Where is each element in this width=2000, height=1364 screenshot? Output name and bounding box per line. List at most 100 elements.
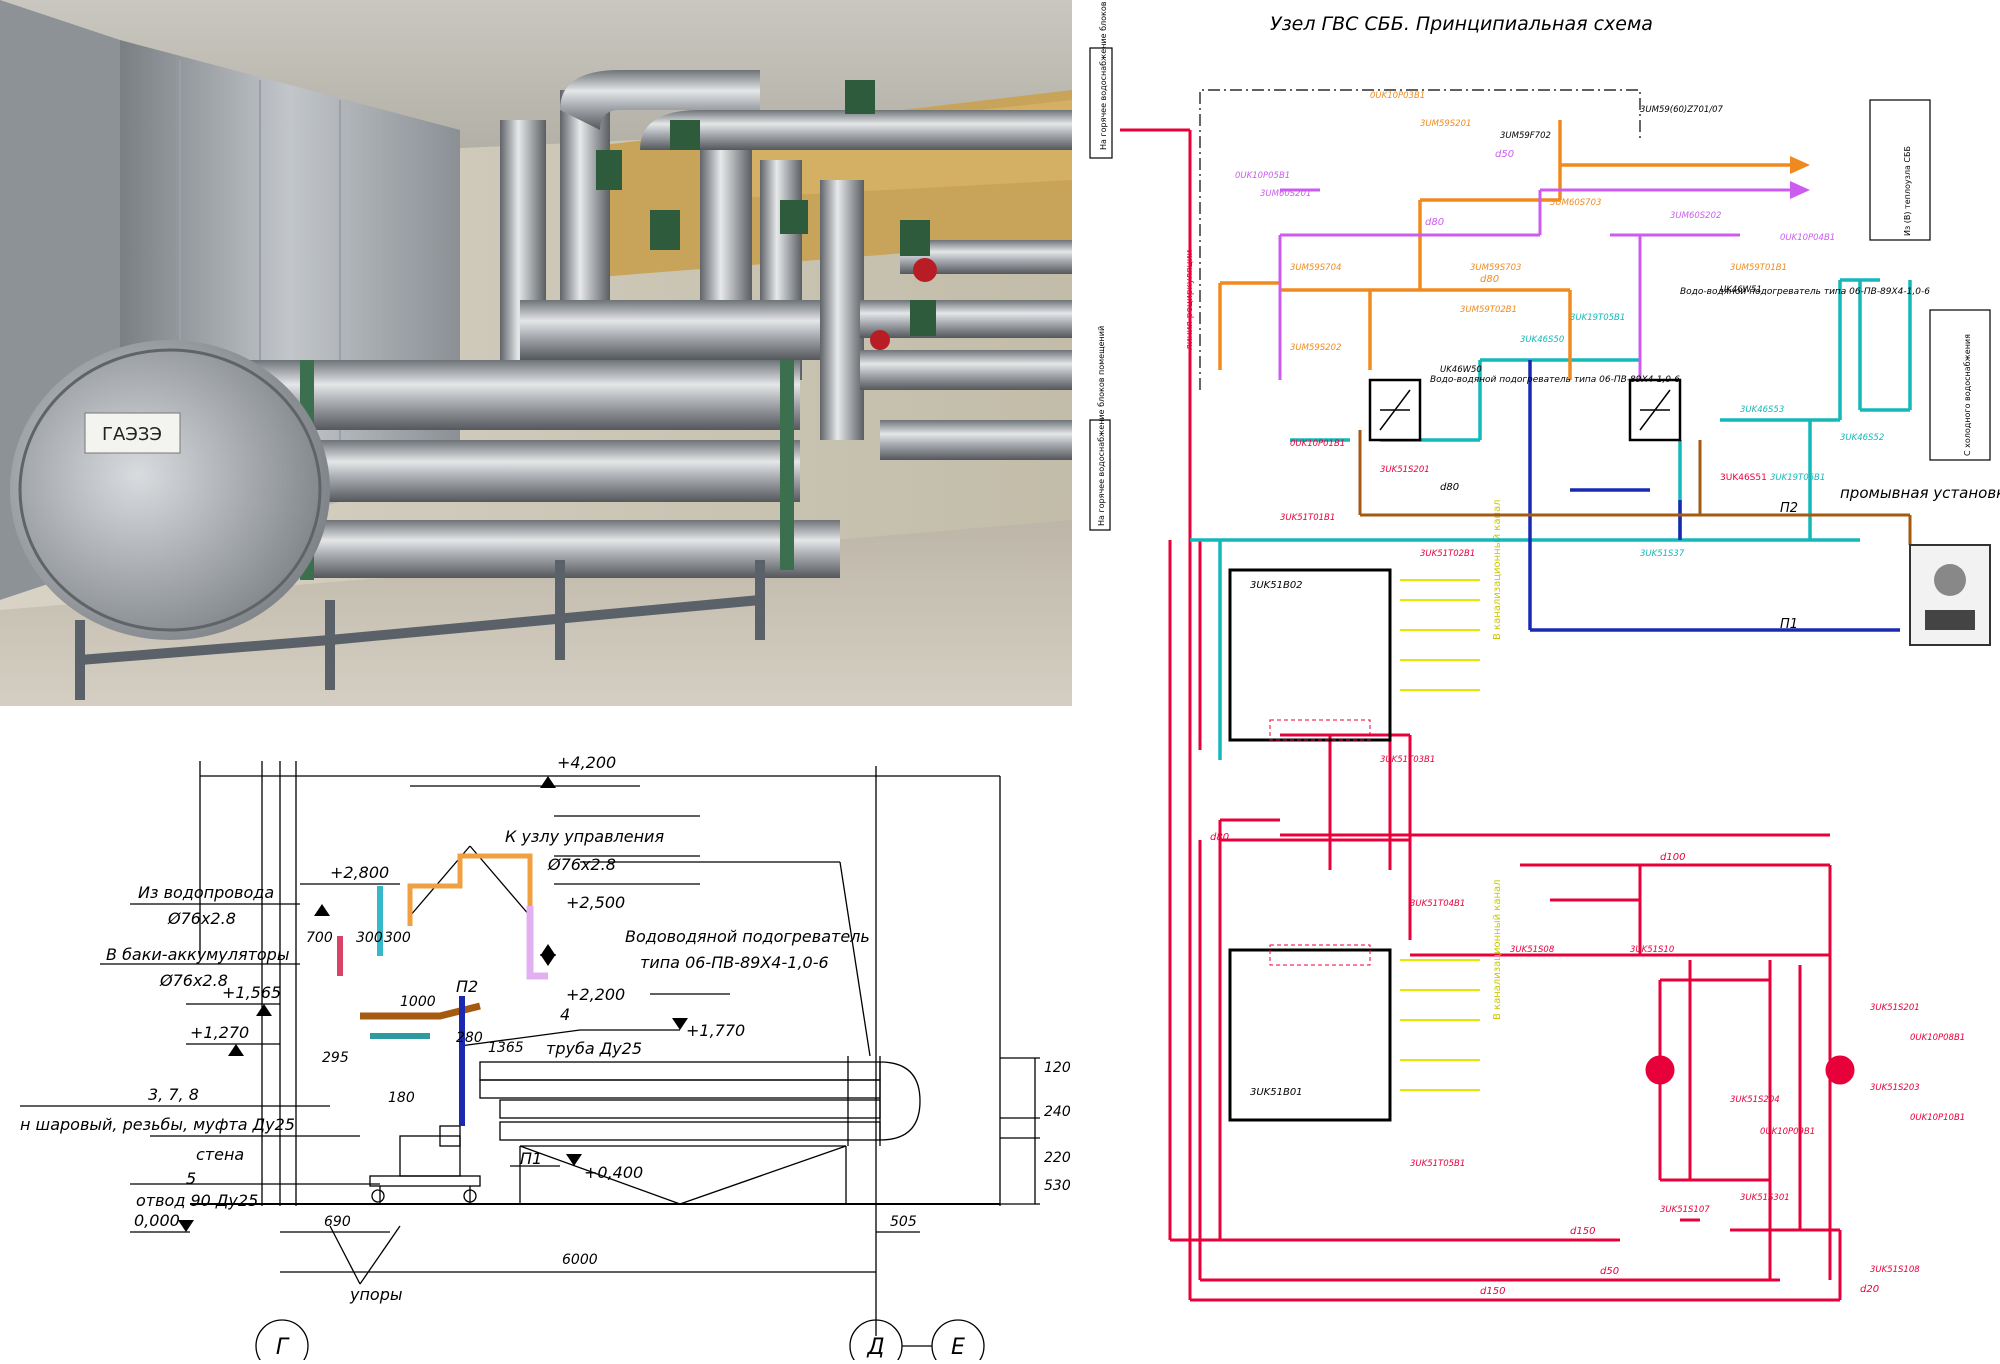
code-59s703: 3UM59S703 (1470, 263, 1521, 273)
boiler-room-photo: ГАЭЗЭ (0, 0, 1072, 706)
code-s08: 3UK51S08 (1510, 945, 1555, 955)
code-p03b1: 0UK10P03B1 (1370, 91, 1425, 101)
dim-690: 690 (324, 1214, 351, 1230)
dia-d80-violet: d80 (1425, 217, 1444, 228)
code-s37: 3UK51S37 (1640, 549, 1685, 559)
to-control-pipe: Ø76х2.8 (547, 855, 616, 874)
dim-1000: 1000 (400, 994, 436, 1010)
code-46s53: 3UK46S53 (1740, 405, 1784, 415)
hot-water-left: На горячее водоснабжение блоков помещени… (1099, 0, 1108, 150)
elev-2500: +2,500 (566, 893, 625, 912)
dia-d50-red: d50 (1600, 1266, 1619, 1277)
dim-6000: 6000 (562, 1252, 598, 1268)
code-t01b1: 3UK51T01B1 (1280, 513, 1335, 523)
code-p10b1: 0UK10P10B1 (1910, 1113, 1965, 1123)
dim-300a: 300 (356, 930, 383, 946)
elev-0000: 0,000 (134, 1211, 180, 1230)
code-uk46w51: UK46W51 (1720, 285, 1762, 295)
dim-220: 220 (1044, 1150, 1071, 1166)
valves-label: н шаровый, резьбы, муфта Ду25 (20, 1115, 295, 1134)
from-heat-label: Из (В) теплоузла СББ (1903, 146, 1912, 236)
wall-label: стена (196, 1145, 244, 1164)
dim-295: 295 (322, 1050, 349, 1066)
dim-240: 240 (1044, 1104, 1071, 1120)
heater-desc-2: Водо-водяной подогреватель типа 06-ПВ-89… (1680, 287, 1930, 297)
axis-e: Е (951, 1335, 965, 1360)
axis-g: Г (276, 1335, 290, 1360)
code-p08b1: 0UK10P08B1 (1910, 1033, 1965, 1043)
schematic-diagram: Узел ГВС СББ. Принципиальная схема (1080, 0, 2000, 1360)
from-water-label: Из водопровода (138, 883, 274, 902)
code-19t05b1: 3UK19T05B1 (1570, 313, 1625, 323)
dim-280: 280 (456, 1030, 483, 1046)
code-46s51: 3UK46S51 (1720, 473, 1767, 483)
elev-4200: +4,200 (557, 753, 616, 772)
bend-num: 5 (186, 1169, 196, 1188)
code-59t02b1: 3UM59T02B1 (1460, 305, 1517, 315)
code-s201-pump: 3UK51S201 (1870, 1003, 1920, 1013)
to-tanks-pipe: Ø76х2.8 (159, 971, 228, 990)
dia-d50-violet: d50 (1495, 149, 1514, 160)
elev-1270: +1,270 (190, 1023, 249, 1042)
scheme-p2: П2 (1780, 501, 1798, 516)
dim-1365: 1365 (488, 1040, 524, 1056)
hot-water-mid: На горячее водоснабжение блоков помещени… (1097, 326, 1106, 526)
drain-label-1: В канализационный канал (1492, 499, 1503, 640)
section-drawing: +4,200 +2,800 +2,500 +2,200 +1,770 +1,56… (0, 706, 1072, 1364)
code-46s50: 3UK46S50 (1520, 335, 1564, 345)
to-tanks-label: В баки-аккумуляторы (106, 945, 289, 964)
dia-d150-a: d150 (1570, 1226, 1595, 1237)
dia-d80-black: d80 (1440, 482, 1459, 493)
axis-d: Д (866, 1335, 884, 1360)
code-s201: 3UM59S201 (1420, 119, 1471, 129)
section-drawing-svg: +4,200 +2,800 +2,500 +2,200 +1,770 +1,56… (20, 753, 1071, 1364)
dim-120: 120 (1044, 1060, 1071, 1076)
pump-3uk10001 (1645, 1055, 1675, 1085)
elev-1565: +1,565 (222, 983, 281, 1002)
from-water-pipe: Ø76х2.8 (167, 909, 236, 928)
p2-label: П2 (456, 977, 478, 996)
tank-label-b01: 3UK51B01 (1250, 1087, 1303, 1098)
photo-illustration: ГАЭЗЭ (0, 0, 1072, 706)
code-59s704: 3UM59S704 (1290, 263, 1341, 273)
tank-3uk51b01 (1228, 948, 1392, 1122)
scheme-title: Узел ГВС СББ. Принципиальная схема (1270, 13, 1653, 35)
code-uk46w50: UK46W50 (1440, 365, 1482, 375)
code-s108: 3UK51S108 (1870, 1265, 1920, 1275)
elev-1770: +1,770 (686, 1021, 745, 1040)
recirc-label: линия рециркуляции (1185, 250, 1195, 350)
scheme-p1: П1 (1780, 617, 1798, 632)
dia-d80-orange: d80 (1480, 274, 1499, 285)
dim-300b: 300 (384, 930, 411, 946)
schematic-svg: Узел ГВС СББ. Принципиальная схема (1089, 0, 2000, 1302)
dia-d80-red: d80 (1210, 832, 1229, 843)
dim-530: 530 (1044, 1178, 1071, 1194)
from-cold-label: С холодного водоснабжения (1963, 334, 1972, 456)
heater-label-1: Водоводяной подогреватель (625, 927, 870, 946)
code-t06b1: 3UK19T06B1 (1770, 473, 1825, 483)
code-s204: 3UK51S204 (1730, 1095, 1780, 1105)
code-p01b1: 0UK10P01B1 (1290, 439, 1345, 449)
code-f702: 3UM59F702 (1500, 131, 1551, 141)
code-t05b1: 3UK51T05B1 (1410, 1159, 1465, 1169)
dim-505: 505 (890, 1214, 917, 1230)
code-t04b1: 3UK51T04B1 (1410, 899, 1465, 909)
pump-3uk10002 (1825, 1055, 1855, 1085)
elev-0400: +0,400 (584, 1163, 643, 1182)
code-60s703: 3UM60S703 (1550, 198, 1601, 208)
valves-num: 3, 7, 8 (148, 1085, 199, 1104)
code-t02b1: 3UK51T02B1 (1420, 549, 1475, 559)
drain-label-2: В канализационный канал (1492, 879, 1503, 1020)
code-59s202: 3UM59S202 (1290, 343, 1341, 353)
code-t03b1: 3UK51T03B1 (1380, 755, 1435, 765)
code-p09b1: 0UK10P09B1 (1760, 1127, 1815, 1137)
tank-label-b02: 3UK51B02 (1250, 580, 1303, 591)
code-59t01b1: 3UM59T01B1 (1730, 263, 1787, 273)
code-p04b1: 0UK10P04B1 (1780, 233, 1835, 243)
dim-180: 180 (388, 1090, 415, 1106)
flush-label: промывная установка (1840, 484, 2000, 502)
tank-sign: ГАЭЗЭ (102, 424, 162, 445)
code-s107: 3UK51S107 (1660, 1205, 1710, 1215)
elev-2200: +2,200 (566, 985, 625, 1004)
code-s10: 3UK51S10 (1630, 945, 1674, 955)
